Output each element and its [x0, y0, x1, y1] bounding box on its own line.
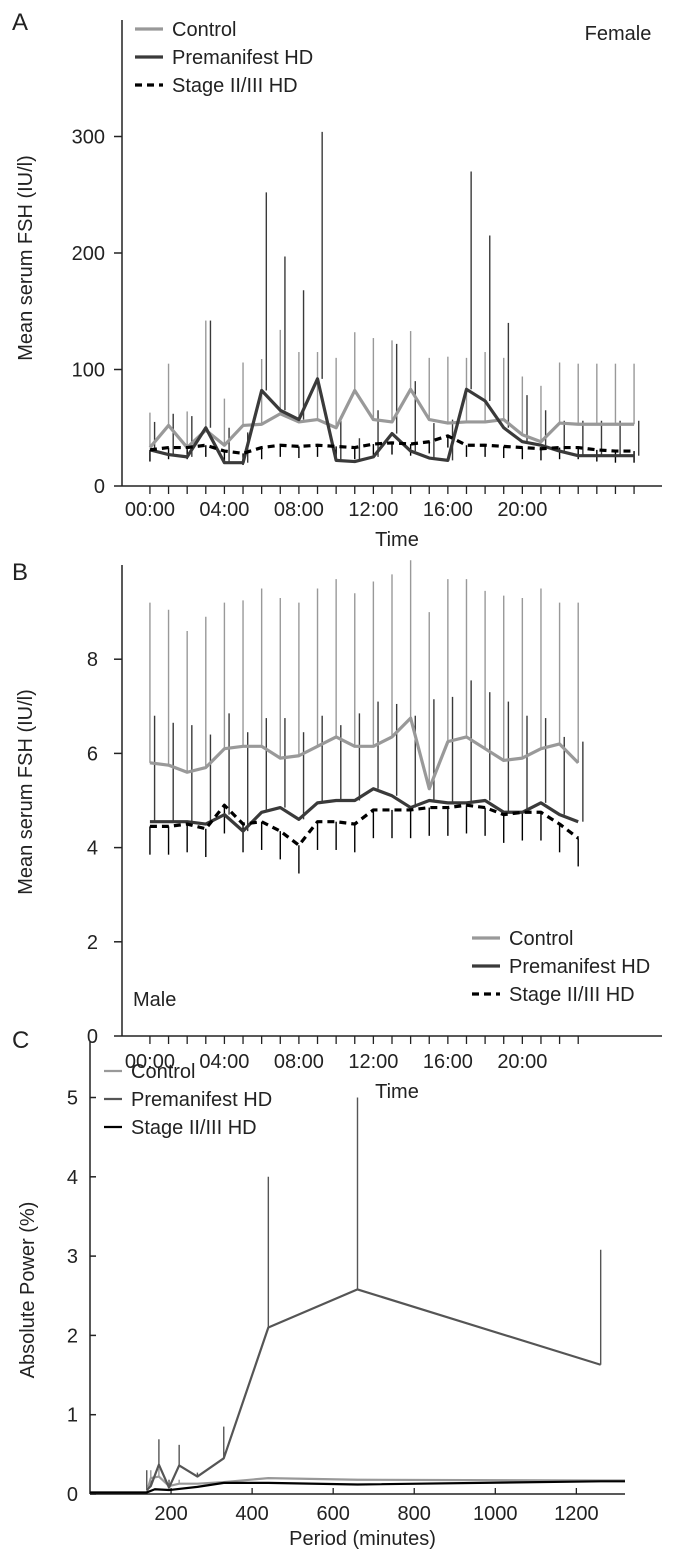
sex-annotation: Female — [585, 23, 652, 45]
x-tick-label: 20:00 — [497, 499, 547, 521]
x-tick-label: 1200 — [554, 1503, 599, 1525]
x-axis-label: Time — [375, 1081, 419, 1103]
x-tick-label: 00:00 — [125, 499, 175, 521]
x-tick-label: 12:00 — [348, 499, 398, 521]
sex-annotation: Male — [133, 989, 176, 1011]
x-tick-label: 16:00 — [423, 1051, 473, 1073]
y-tick-label: 2 — [87, 932, 98, 954]
y-tick-label: 4 — [87, 838, 98, 860]
y-axis-label: Mean serum FSH (IU/l) — [15, 155, 37, 361]
y-tick-label: 6 — [87, 743, 98, 765]
legend-label: Premanifest HD — [131, 1089, 272, 1111]
y-tick-label: 0 — [94, 476, 105, 498]
x-tick-label: 08:00 — [274, 1051, 324, 1073]
legend-label: Control — [509, 928, 573, 950]
x-axis-label: Period (minutes) — [289, 1528, 436, 1550]
error-bars — [149, 560, 579, 789]
y-tick-label: 200 — [72, 243, 105, 265]
legend: Control Premanifest HD Stage II/III HD — [472, 928, 650, 1006]
panel-b: B 0 2 4 6 8 00:00 04:00 08:00 12:00 16:00 20:00 Time… — [12, 559, 662, 1103]
x-axis-label: Time — [375, 529, 419, 551]
y-axis-label: Mean serum FSH (IU/l) — [15, 689, 37, 895]
x-tick-label: 200 — [154, 1503, 187, 1525]
legend-label: Stage II/III HD — [131, 1117, 257, 1139]
legend-label: Premanifest HD — [509, 956, 650, 978]
series-line — [149, 434, 635, 455]
y-tick-label: 100 — [72, 360, 105, 382]
x-tick-label: 08:00 — [274, 499, 324, 521]
x-tick-label: 04:00 — [199, 1051, 249, 1073]
error-bars — [153, 680, 584, 832]
y-tick-label: 4 — [67, 1167, 78, 1189]
series-line — [149, 716, 580, 791]
y-tick-label: 0 — [87, 1026, 98, 1048]
panel-c: C 0 1 2 3 4 5 200 400 600 800 1000 1200 Period (minut… — [12, 1027, 625, 1550]
legend-label: Stage II/III HD — [172, 75, 298, 97]
series-line — [149, 787, 579, 833]
series-line — [149, 803, 580, 847]
x-tick-label: 600 — [316, 1503, 349, 1525]
x-tick-label: 12:00 — [348, 1051, 398, 1073]
y-tick-label: 8 — [87, 649, 98, 671]
legend-label: Stage II/III HD — [509, 984, 635, 1006]
x-tick-label: 04:00 — [199, 499, 249, 521]
panel-label: A — [12, 9, 28, 36]
legend-label: Premanifest HD — [172, 47, 313, 69]
error-bars — [149, 805, 579, 874]
x-tick-label: 16:00 — [423, 499, 473, 521]
legend: Control Premanifest HD Stage II/III HD — [135, 19, 313, 97]
legend: Control Premanifest HD Stage II/III HD — [104, 1061, 272, 1139]
y-tick-label: 1 — [67, 1405, 78, 1427]
y-tick-label: 2 — [67, 1325, 78, 1347]
y-axis-label: Absolute Power (%) — [17, 1202, 39, 1379]
series-line — [148, 387, 635, 450]
series-line — [145, 1288, 602, 1491]
y-tick-label: 3 — [67, 1246, 78, 1268]
y-tick-label: 300 — [72, 127, 105, 149]
panel-label: C — [12, 1027, 29, 1054]
x-tick-label: 00:00 — [125, 1051, 175, 1073]
x-tick-label: 1000 — [473, 1503, 518, 1525]
series-line — [90, 1480, 625, 1494]
y-tick-label: 0 — [67, 1484, 78, 1506]
error-bars — [149, 320, 635, 448]
y-tick-label: 5 — [67, 1088, 78, 1110]
legend-label: Control — [131, 1061, 195, 1083]
legend-label: Control — [172, 19, 236, 41]
x-tick-label: 400 — [235, 1503, 268, 1525]
panel-a: A 0 100 200 300 00:00 04:00 08:00 12:00 16:00 20:0… — [12, 9, 662, 551]
series-line — [90, 1475, 625, 1494]
x-tick-label: 800 — [398, 1503, 431, 1525]
x-tick-label: 20:00 — [497, 1051, 547, 1073]
panel-label: B — [12, 559, 28, 586]
